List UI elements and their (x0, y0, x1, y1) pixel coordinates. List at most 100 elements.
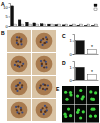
stain-dot (19, 61, 21, 63)
fluorescence-image (62, 105, 74, 123)
y-axis: 0510 (3, 4, 10, 29)
fluorescence-spot (64, 91, 67, 94)
fluorescence-spot (94, 115, 97, 118)
x-axis (11, 26, 99, 28)
fluorescence-image (87, 105, 99, 123)
stain-dot (39, 87, 41, 89)
stain-dot (21, 111, 23, 113)
stain-dot (18, 112, 20, 114)
stain-dot (41, 44, 43, 46)
bar (40, 24, 43, 26)
fluorescence-spot (65, 98, 68, 101)
stain-dot (14, 64, 16, 66)
bar (50, 24, 53, 26)
axis-line (73, 35, 75, 55)
panel-label: B (1, 30, 5, 36)
fluorescence-spot (67, 107, 70, 110)
stain-dot (45, 106, 47, 108)
panel-label: A (1, 1, 5, 7)
axis-line (9, 4, 11, 27)
bar (21, 24, 24, 26)
micrograph (7, 76, 31, 98)
bar (65, 24, 68, 26)
tick-label: 1 (69, 65, 72, 70)
glomerulus (11, 33, 28, 50)
stain-dot (20, 41, 22, 43)
tick-mark (73, 54, 75, 55)
fluorescence-spot (89, 115, 92, 118)
fluorescence-bg (62, 86, 74, 104)
fluorescence-spot (79, 116, 82, 119)
tick-label: 1 (69, 38, 72, 43)
micrograph (7, 53, 31, 75)
stain-dot (18, 66, 20, 68)
tick-mark (73, 41, 75, 42)
stain-dot (40, 41, 42, 43)
stain-dot (44, 84, 46, 86)
micrograph-bg (7, 76, 31, 98)
stain-dot (17, 43, 19, 45)
bar (84, 25, 87, 26)
fluorescence-bg (62, 105, 74, 123)
fluorescence-spot (76, 94, 79, 97)
micrograph-bg (32, 76, 56, 98)
axis-line (75, 80, 99, 81)
tick-label: 0 (69, 78, 72, 83)
fluorescence-spot (69, 114, 72, 117)
x-axis (75, 54, 99, 56)
fluorescence-spot (64, 115, 67, 118)
micrograph (32, 76, 56, 98)
micrograph-bg (32, 99, 56, 121)
stain-dot (42, 38, 44, 40)
stain-dot (15, 61, 17, 63)
fluorescence-spot (92, 98, 95, 101)
fluorescence-spot (82, 95, 85, 98)
fluorescence-image (75, 86, 87, 104)
stain-dot (43, 66, 45, 68)
bar (18, 20, 21, 26)
tick: 5 (5, 14, 10, 19)
stain-dot (15, 106, 17, 108)
stain-dot (16, 90, 18, 92)
glomerulus (36, 56, 53, 73)
stain-dot (45, 66, 47, 68)
tick-mark (73, 80, 75, 81)
stain-dot (19, 82, 21, 84)
bar (36, 24, 39, 26)
bars (76, 67, 97, 80)
stain-dot (40, 109, 42, 111)
tick: 1 (69, 65, 74, 70)
fluorescence-image (87, 86, 99, 104)
stain-dot (43, 59, 45, 61)
bar (70, 25, 73, 26)
stain-dot (42, 107, 44, 109)
annotation: * (91, 44, 93, 50)
tick-mark (9, 7, 11, 8)
bar (26, 22, 29, 26)
stain-dot (40, 60, 42, 62)
stain-dot (43, 113, 45, 115)
stain-dot (22, 63, 24, 65)
bar (43, 24, 46, 26)
stain-dot (45, 41, 47, 43)
legend (94, 4, 97, 11)
tick-mark (73, 67, 75, 68)
panel-label: E (56, 86, 60, 92)
bar (55, 24, 58, 26)
fluorescence-bg (75, 105, 87, 123)
fluorescence-spot (94, 91, 97, 94)
glomerulus (36, 79, 53, 96)
stain-dot (19, 88, 21, 90)
stain-dot (16, 109, 18, 111)
stain-dot (42, 88, 44, 90)
micrograph-bg (7, 99, 31, 121)
stain-dot (15, 85, 17, 87)
tick: 0 (69, 52, 74, 57)
tick-mark (9, 26, 11, 27)
stain-dot (41, 65, 43, 67)
tick-label: 0 (69, 52, 72, 57)
micrograph-bg (32, 30, 56, 52)
panel-label: D (62, 60, 66, 66)
bars (11, 6, 97, 26)
fluorescence-spot (82, 110, 85, 113)
